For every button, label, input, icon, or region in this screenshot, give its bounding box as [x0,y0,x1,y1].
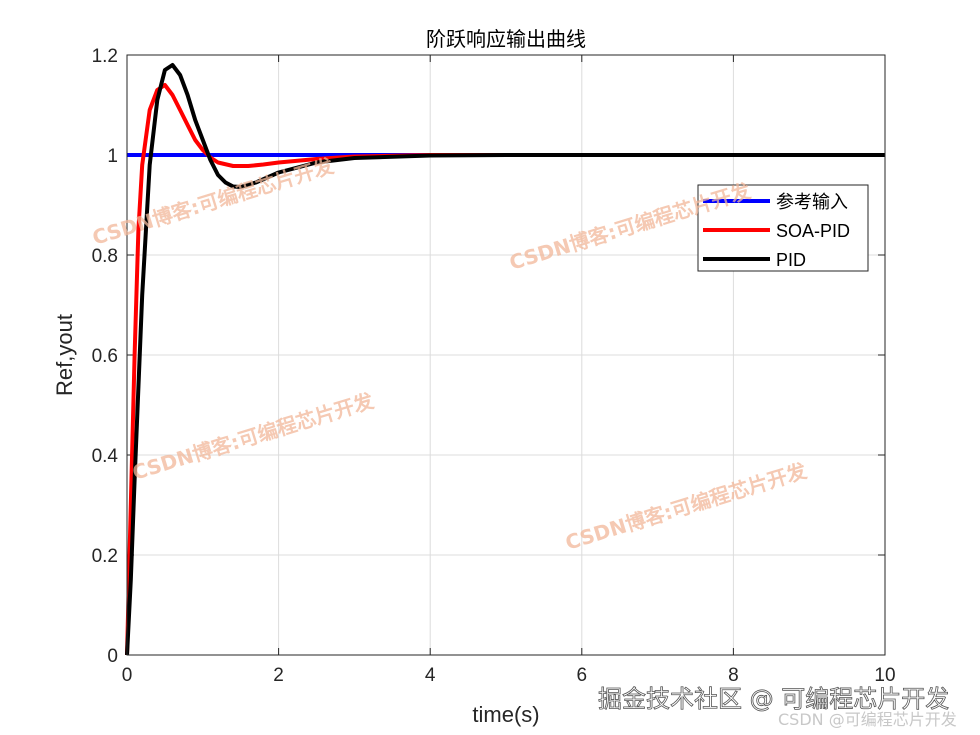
x-tick-label: 4 [425,665,436,686]
y-tick-label: 0.6 [92,346,118,367]
csdn-watermark: CSDN @可编程芯片开发 [778,710,957,729]
x-tick-label: 8 [728,665,739,686]
y-tick-label: 0.2 [92,546,118,567]
x-axis-label: time(s) [472,702,539,727]
y-axis-label: Ref,yout [52,314,77,396]
legend-label: 参考输入 [776,192,848,212]
series-line-2 [125,83,885,656]
y-tick-label: 0.4 [92,446,119,467]
series-lines [125,63,885,656]
legend-label: PID [776,250,806,270]
y-tick-label: 0 [107,646,118,667]
legend: 参考输入 SOA-PID PID [697,184,869,272]
y-tick-label: 1.2 [92,46,118,67]
y-tick-label: 1 [107,146,118,167]
axis-ticks: 0 2 4 6 8 10 0 0.2 0.4 0.6 0.8 1 1.2 [92,46,896,686]
y-tick-label: 0.8 [92,246,118,267]
legend-label: SOA-PID [776,221,850,241]
x-tick-label: 0 [122,665,133,686]
x-tick-label: 10 [874,665,895,686]
x-tick-label: 2 [273,665,284,686]
x-tick-label: 6 [577,665,588,686]
juejin-watermark: 掘金技术社区 @ 可编程芯片开发 [598,685,949,713]
chart-title: 阶跃响应输出曲线 [426,27,586,51]
series-line-3 [125,63,885,656]
plot-box [126,54,886,656]
